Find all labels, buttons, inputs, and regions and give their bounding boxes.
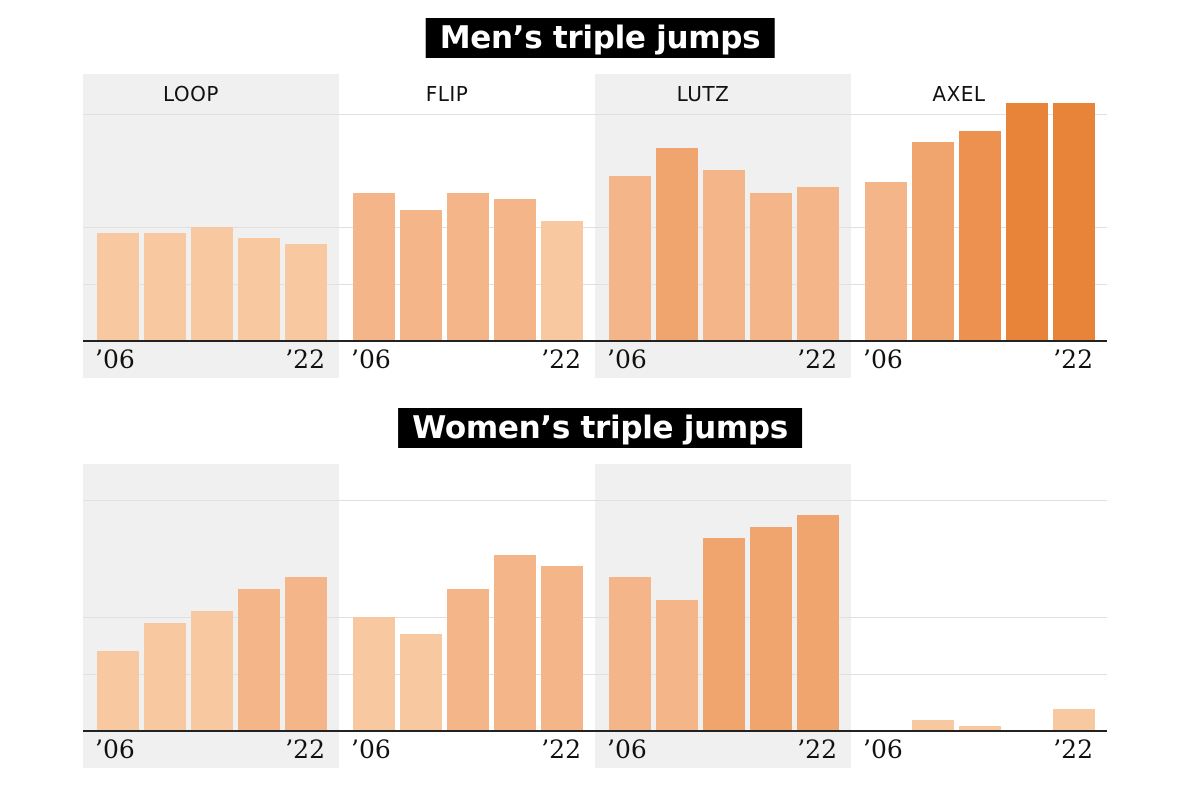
panel-title: AXEL: [932, 82, 986, 106]
bar-2006: [353, 193, 395, 340]
bar-2006: [353, 617, 395, 730]
bar-2022: [285, 577, 327, 730]
bar-2014: [191, 227, 233, 340]
bar-2018: [238, 589, 280, 730]
x-axis-baseline: [83, 730, 339, 732]
bar-2010: [656, 600, 698, 730]
bar-2022: [541, 566, 583, 730]
tick-label-end: ’22: [541, 735, 581, 764]
x-axis-baseline: [339, 340, 595, 342]
bar-2010: [144, 623, 186, 730]
bar-2010: [400, 210, 442, 340]
bar-2010: [912, 142, 954, 340]
bar-2010: [144, 233, 186, 340]
tick-label-start: ’06: [863, 345, 903, 374]
bar-2006: [865, 182, 907, 340]
bar-2014: [447, 589, 489, 730]
chart-panel-women-4: ’06 ’22: [851, 464, 1107, 768]
tick-label-end: ’22: [1053, 345, 1093, 374]
bar-2014: [447, 193, 489, 340]
bar-2010: [400, 634, 442, 730]
bar-2022: [1053, 103, 1095, 340]
bar-2010: [656, 148, 698, 340]
gridline: [83, 500, 339, 501]
bar-2014: [959, 726, 1001, 730]
chart-panel-women-2: ’06 ’22: [339, 464, 595, 768]
chart-panel-men-lutz: LUTZ ’06 ’22: [595, 74, 851, 378]
tick-label-start: ’06: [95, 735, 135, 764]
tick-label-start: ’06: [95, 345, 135, 374]
bar-2018: [494, 555, 536, 730]
gridline: [851, 500, 1107, 501]
x-axis-baseline: [595, 730, 851, 732]
panel-title: LUTZ: [676, 82, 730, 106]
tick-label-end: ’22: [1053, 735, 1093, 764]
chart-panel-women-3: ’06 ’22: [595, 464, 851, 768]
bar-2018: [1006, 103, 1048, 340]
bar-2022: [285, 244, 327, 340]
bar-2006: [97, 651, 139, 730]
women-section-title: Women’s triple jumps: [398, 408, 802, 448]
bar-2018: [750, 193, 792, 340]
x-axis-baseline: [851, 340, 1107, 342]
gridline: [851, 674, 1107, 675]
chart-panel-men-flip: FLIP ’06 ’22: [339, 74, 595, 378]
tick-label-start: ’06: [351, 345, 391, 374]
panel-title: LOOP: [163, 82, 219, 106]
bar-2022: [541, 221, 583, 340]
bar-2014: [191, 611, 233, 730]
tick-label-start: ’06: [607, 735, 647, 764]
bar-2018: [494, 199, 536, 340]
bar-2006: [97, 233, 139, 340]
bar-2010: [912, 720, 954, 730]
bar-2014: [703, 538, 745, 730]
x-axis-baseline: [83, 340, 339, 342]
gridline: [339, 500, 595, 501]
x-axis-baseline: [851, 730, 1107, 732]
bar-2006: [609, 176, 651, 340]
bar-2018: [750, 527, 792, 730]
bar-2006: [609, 577, 651, 730]
x-axis-baseline: [595, 340, 851, 342]
men-section-title: Men’s triple jumps: [425, 18, 775, 58]
bar-2014: [959, 131, 1001, 340]
chart-panel-men-loop: LOOP ’06 ’22: [83, 74, 339, 378]
bar-2022: [797, 515, 839, 730]
tick-label-end: ’22: [797, 345, 837, 374]
x-axis-baseline: [339, 730, 595, 732]
gridline: [851, 114, 1107, 115]
gridline: [339, 114, 595, 115]
bar-2022: [1053, 709, 1095, 730]
gridline: [83, 114, 339, 115]
tick-label-start: ’06: [351, 735, 391, 764]
bar-2018: [238, 238, 280, 340]
gridline: [595, 114, 851, 115]
tick-label-end: ’22: [797, 735, 837, 764]
bar-2022: [797, 187, 839, 340]
bar-2014: [703, 170, 745, 340]
tick-label-start: ’06: [607, 345, 647, 374]
panel-title: FLIP: [425, 82, 469, 106]
tick-label-end: ’22: [285, 735, 325, 764]
chart-panel-women-1: ’06 ’22: [83, 464, 339, 768]
chart-panel-men-axel: AXEL ’06 ’22: [851, 74, 1107, 378]
tick-label-end: ’22: [541, 345, 581, 374]
gridline: [851, 617, 1107, 618]
gridline: [595, 500, 851, 501]
tick-label-end: ’22: [285, 345, 325, 374]
tick-label-start: ’06: [863, 735, 903, 764]
